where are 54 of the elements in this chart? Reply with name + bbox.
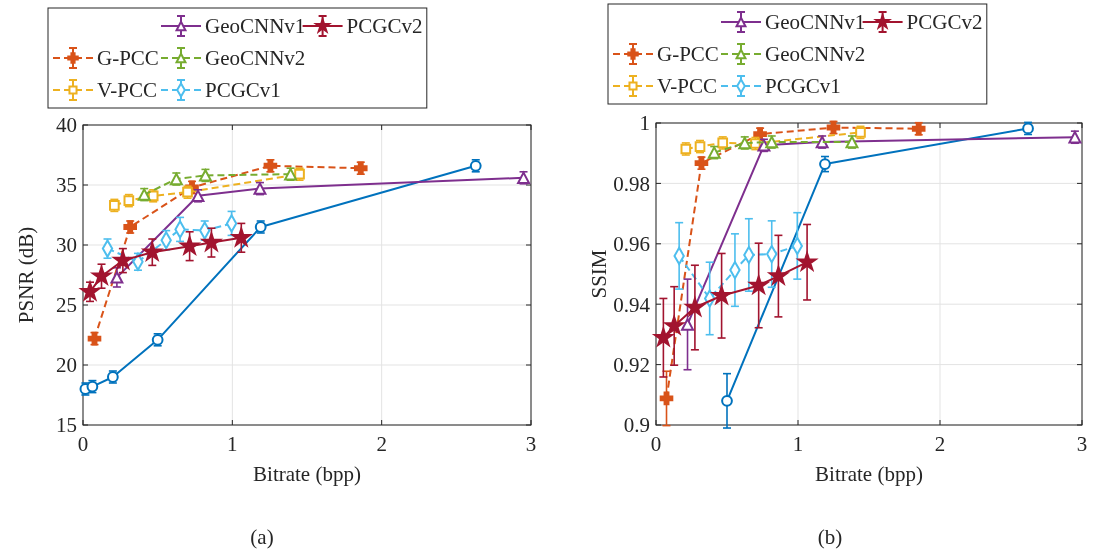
legend-label: GeoCNNv1 [205, 14, 306, 39]
legend-label: V-PCC [657, 74, 717, 99]
legend-label: PCGCv2 [906, 10, 983, 35]
y-tick-label: 30 [56, 233, 77, 258]
point [768, 266, 788, 285]
y-tick-label: 0.92 [613, 352, 650, 377]
point [110, 271, 124, 284]
point [201, 232, 221, 251]
x-tick-label: 3 [1076, 432, 1088, 456]
y-tick-label: 35 [56, 173, 77, 198]
x-tick-label: 0 [650, 432, 662, 456]
point [111, 250, 135, 271]
point [712, 285, 732, 304]
y-axis-title: SSIM [587, 249, 611, 299]
legend-label: GeoCNNv1 [765, 10, 866, 35]
x-tick-label: 3 [525, 432, 537, 456]
point [749, 275, 769, 294]
point [681, 318, 694, 331]
text: (a) [250, 525, 274, 549]
y-tick-label: 0.98 [613, 171, 650, 196]
y-tick-label: 15 [56, 413, 77, 438]
point [140, 241, 164, 262]
legend-label: G-PCC [97, 46, 159, 71]
y-tick-label: 20 [56, 353, 77, 378]
x-tick-label: 2 [376, 432, 387, 456]
text: (b) [817, 525, 843, 549]
point [180, 236, 200, 255]
legend-label: G-PCC [657, 42, 719, 67]
legend-label: GeoCNNv2 [765, 42, 866, 67]
point [653, 327, 673, 346]
legend-label: PCGCv1 [205, 78, 281, 103]
point [659, 391, 674, 406]
y-tick-label: 0.96 [613, 232, 650, 257]
point [229, 226, 253, 248]
y-tick-label: 0.9 [623, 413, 650, 438]
x-tick-label: 1 [792, 432, 804, 456]
point [92, 266, 112, 285]
legend-label: V-PCC [97, 78, 157, 103]
y-tick-label: 0.94 [613, 292, 651, 317]
point [78, 279, 100, 302]
legend-label: GeoCNNv2 [205, 46, 306, 71]
y-tick-label: 40 [56, 113, 77, 138]
x-tick-label: 1 [227, 432, 238, 456]
y-tick-label: 25 [56, 293, 77, 318]
x-tick-label: 2 [934, 432, 946, 456]
x-tick-label: 0 [77, 432, 89, 456]
y-tick-label: 1 [639, 111, 650, 136]
point [753, 127, 767, 141]
x-axis-title: Bitrate (bpp) [815, 462, 923, 486]
point [721, 394, 733, 407]
y-axis-title: PSNR (dB) [14, 226, 38, 324]
legend-label: PCGCv1 [765, 74, 841, 99]
legend-label: PCGCv2 [346, 14, 423, 39]
x-axis-title: Bitrate (bpp) [253, 462, 361, 486]
